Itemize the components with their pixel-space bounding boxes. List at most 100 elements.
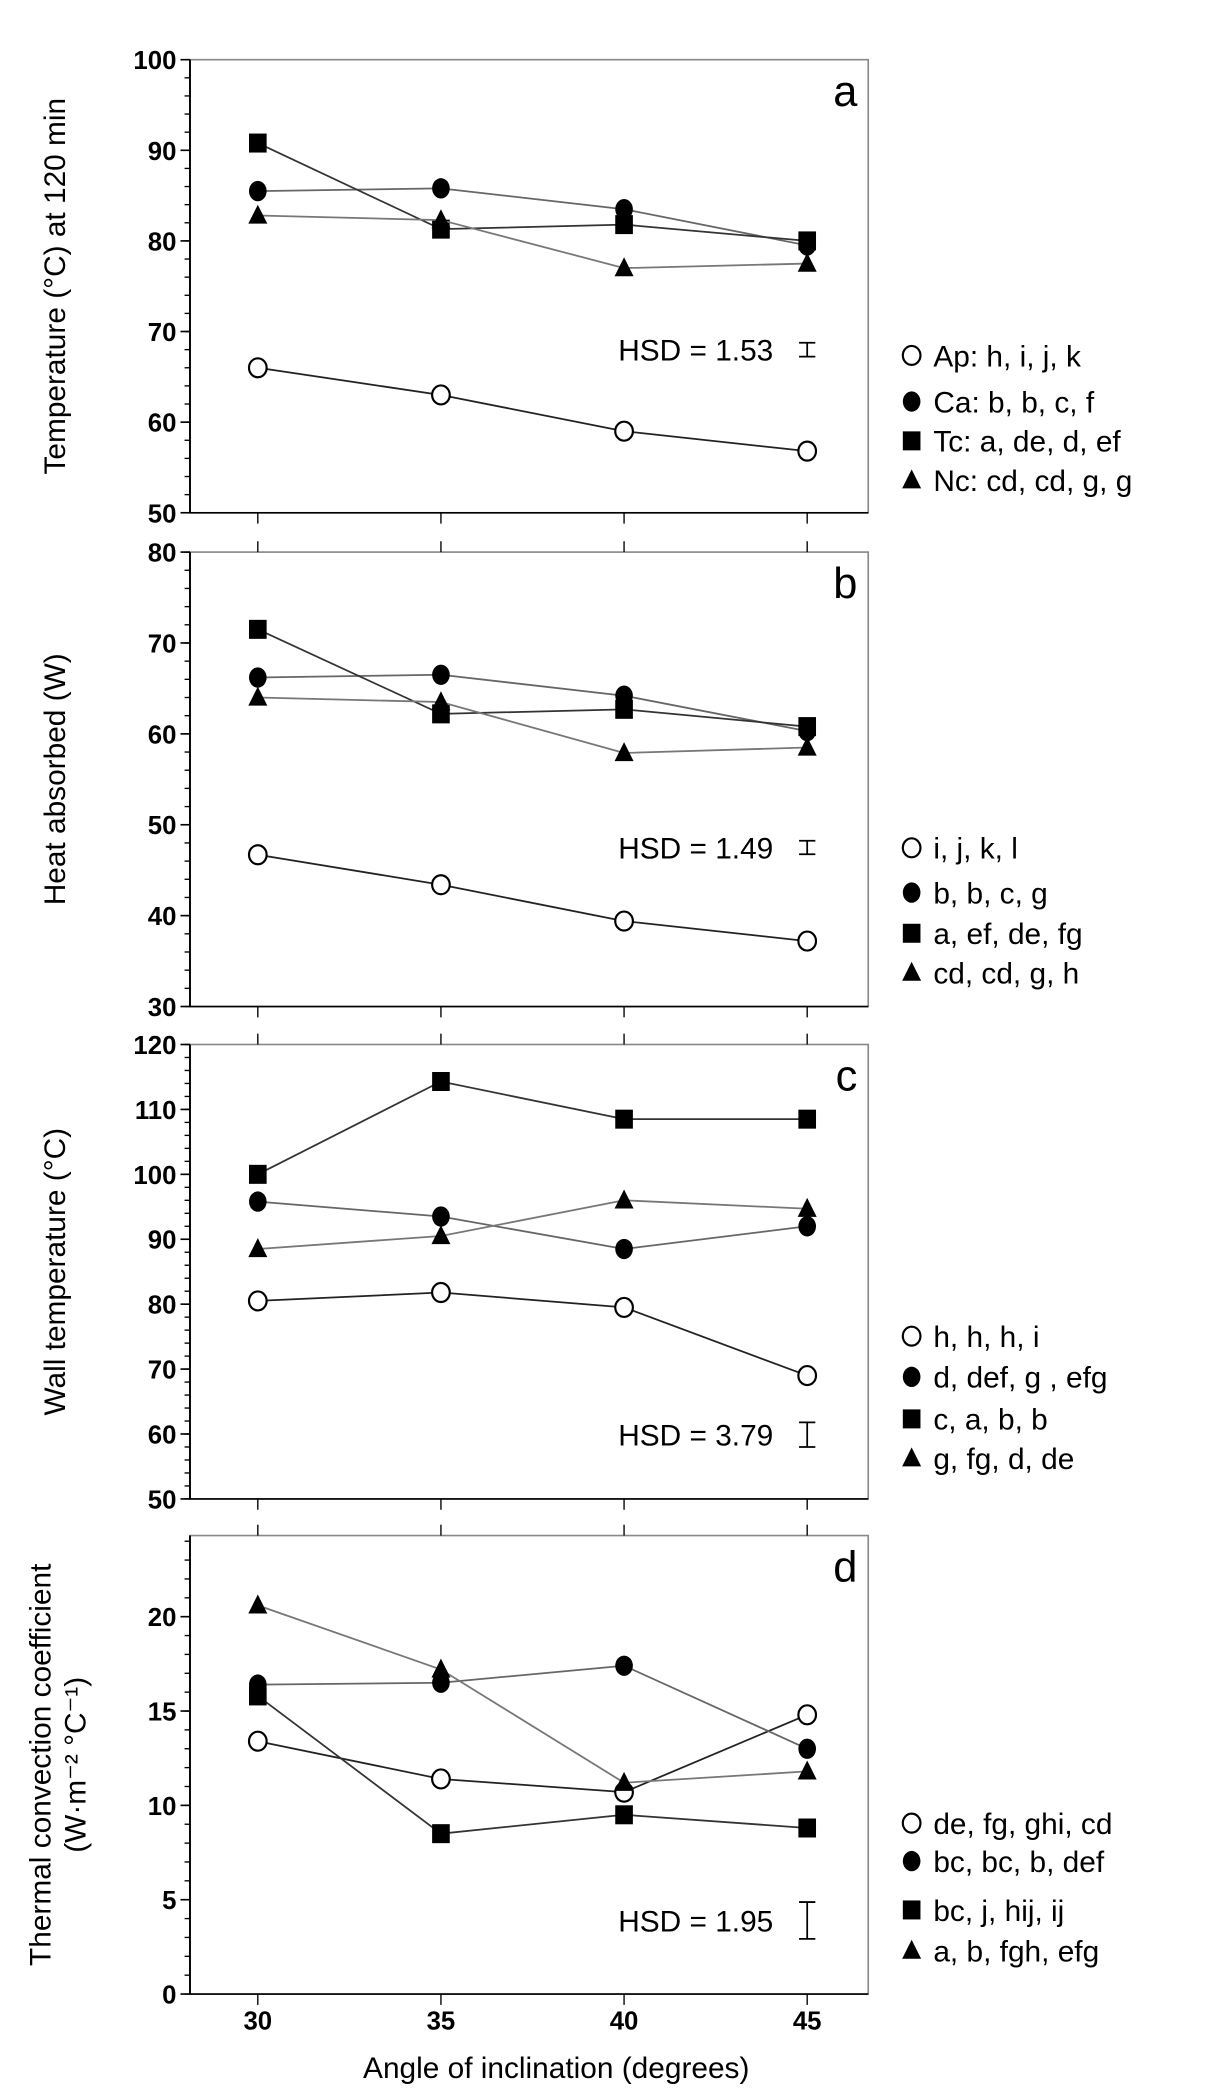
- y-tick-label: 20: [148, 1604, 177, 1632]
- data-point: [615, 1238, 633, 1260]
- series-line: [257, 1713, 808, 1794]
- data-point: [615, 699, 633, 719]
- legend-marker-filled-triangle: [902, 1447, 922, 1467]
- legend-marker-filled-circle: [902, 391, 921, 412]
- data-point: [247, 844, 268, 866]
- y-tick-label: 80: [148, 1292, 177, 1320]
- series-line: [257, 1199, 808, 1250]
- data-point: [247, 1290, 268, 1312]
- data-point: [798, 231, 817, 251]
- y-tick-label: 70: [148, 1357, 177, 1385]
- data-point: [248, 667, 267, 688]
- legend-marker-filled-square: [902, 923, 921, 943]
- data-point: [614, 1189, 634, 1209]
- data-point: [248, 1594, 268, 1614]
- series-open-circle: [247, 1281, 818, 1387]
- data-point: [431, 874, 451, 896]
- legend-marker-filled-square: [902, 1900, 921, 1920]
- y-tick-label: 120: [133, 1032, 176, 1060]
- data-point: [798, 717, 817, 737]
- series-line: [257, 673, 808, 733]
- y-tick-label: 100: [133, 47, 176, 75]
- series-filled-circle: [248, 664, 817, 742]
- y-axis-title: Wall temperature (°C): [39, 1128, 72, 1416]
- data-point: [432, 1206, 450, 1227]
- data-point: [248, 180, 267, 202]
- series-line: [257, 1200, 808, 1250]
- legend-label: Tc: a, de, d, ef: [933, 426, 1121, 459]
- legend-label: g, fg, d, de: [933, 1443, 1074, 1476]
- data-point: [614, 742, 634, 762]
- series-line: [257, 1664, 808, 1750]
- y-tick-label: 30: [148, 994, 177, 1022]
- data-point: [432, 664, 450, 685]
- series-open-circle: [247, 844, 818, 952]
- data-point: [431, 1658, 451, 1678]
- panel-letter: b: [833, 560, 857, 608]
- hsd-label: HSD = 1.95: [618, 1905, 773, 1938]
- y-tick-label: 0: [162, 1982, 176, 2010]
- plot-frame: [189, 58, 870, 514]
- series-line: [257, 1291, 808, 1377]
- series-filled-square: [248, 619, 817, 737]
- data-point: [797, 1760, 817, 1780]
- data-point: [248, 1164, 267, 1184]
- legend-marker-open-circle: [901, 1325, 922, 1347]
- y-tick-label: 60: [148, 1422, 177, 1450]
- data-point: [615, 215, 633, 235]
- data-point: [248, 204, 268, 224]
- panel-a: 50 60 70 80 90 100 Temperature (°C) at 120 min…: [39, 47, 1132, 528]
- series-open-circle: [247, 357, 818, 462]
- legend-marker-open-circle: [901, 1812, 922, 1834]
- data-point: [431, 691, 451, 711]
- legend-marker-open-circle: [901, 837, 922, 859]
- series-line: [257, 853, 808, 942]
- plot-frame: [189, 551, 870, 1008]
- x-tick-label: 40: [610, 2007, 639, 2035]
- data-point: [797, 930, 818, 952]
- data-point: [247, 1730, 268, 1752]
- series-filled-square: [248, 1072, 817, 1184]
- data-point: [247, 357, 268, 379]
- legend-label: Ca: b, b, c, f: [933, 386, 1095, 419]
- legend-marker-filled-triangle: [902, 469, 922, 489]
- y-tick-label: 5: [162, 1887, 176, 1915]
- legend-label: c, a, b, b: [933, 1404, 1047, 1437]
- y-tick-label: 80: [148, 540, 177, 568]
- series-filled-triangle: [248, 686, 817, 762]
- y-tick-label: 80: [148, 228, 177, 256]
- data-point: [431, 384, 451, 406]
- y-tick-label: 60: [148, 410, 177, 438]
- data-point: [248, 1238, 268, 1258]
- y-tick-label: 40: [148, 903, 177, 931]
- data-point: [614, 910, 634, 932]
- series-line: [257, 1604, 808, 1784]
- data-point: [797, 1365, 818, 1387]
- data-point: [798, 1216, 817, 1237]
- hsd-label: HSD = 1.49: [618, 832, 773, 865]
- x-tick-label: 45: [793, 2007, 822, 2035]
- legend-marker-filled-circle: [902, 1366, 921, 1388]
- legend-label: d, def, g , efg: [933, 1362, 1107, 1395]
- data-point: [614, 257, 634, 277]
- data-point: [797, 736, 817, 756]
- data-point: [431, 209, 451, 229]
- series-line: [257, 214, 808, 269]
- hsd-label: HSD = 3.79: [618, 1420, 773, 1453]
- series-line: [257, 187, 808, 247]
- series-filled-triangle: [248, 1594, 817, 1791]
- legend-marker-filled-triangle: [902, 1939, 922, 1959]
- y-tick-label: 100: [133, 1162, 176, 1190]
- data-point: [615, 1655, 633, 1676]
- data-point: [798, 1738, 817, 1759]
- data-point: [615, 199, 633, 220]
- legend-label: de, fg, ghi, cd: [933, 1808, 1112, 1841]
- series-filled-square: [248, 133, 817, 251]
- y-tick-label: 50: [148, 1486, 177, 1514]
- data-point: [248, 1686, 267, 1706]
- data-point: [248, 686, 268, 706]
- y-tick-label: 90: [148, 138, 177, 166]
- y-tick-label: 10: [148, 1793, 177, 1821]
- y-tick-label: 15: [148, 1699, 177, 1727]
- series-filled-triangle: [248, 1189, 817, 1258]
